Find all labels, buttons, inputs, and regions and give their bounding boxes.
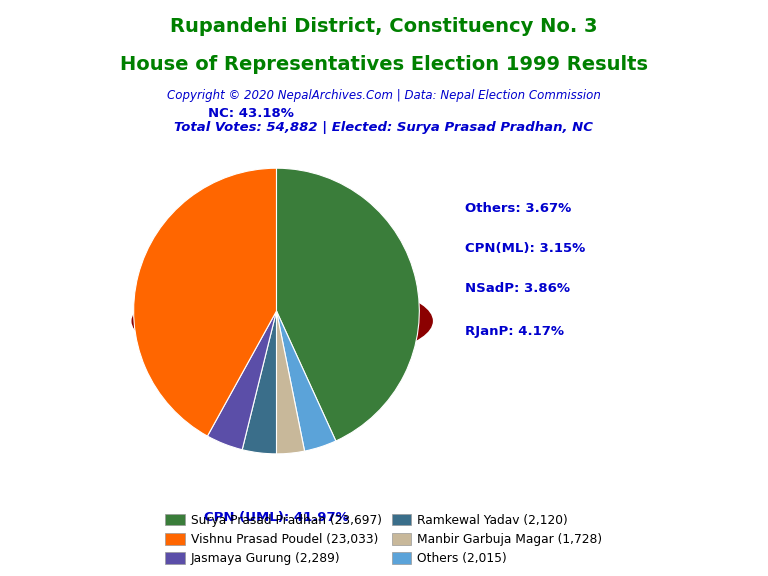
- Wedge shape: [207, 311, 276, 450]
- Legend: Surya Prasad Pradhan (23,697), Vishnu Prasad Poudel (23,033), Jasmaya Gurung (2,: Surya Prasad Pradhan (23,697), Vishnu Pr…: [161, 509, 607, 570]
- Text: CPN(ML): 3.15%: CPN(ML): 3.15%: [465, 242, 585, 255]
- Ellipse shape: [132, 279, 432, 363]
- Text: Total Votes: 54,882 | Elected: Surya Prasad Pradhan, NC: Total Votes: 54,882 | Elected: Surya Pra…: [174, 121, 594, 134]
- Text: CPN (UML): 41.97%: CPN (UML): 41.97%: [204, 511, 349, 524]
- Wedge shape: [276, 311, 305, 454]
- Text: NSadP: 3.86%: NSadP: 3.86%: [465, 282, 570, 295]
- Text: House of Representatives Election 1999 Results: House of Representatives Election 1999 R…: [120, 55, 648, 74]
- Wedge shape: [134, 168, 276, 436]
- Text: Others: 3.67%: Others: 3.67%: [465, 202, 571, 215]
- Text: RJanP: 4.17%: RJanP: 4.17%: [465, 324, 564, 338]
- Text: Copyright © 2020 NepalArchives.Com | Data: Nepal Election Commission: Copyright © 2020 NepalArchives.Com | Dat…: [167, 89, 601, 103]
- Wedge shape: [276, 311, 336, 451]
- Wedge shape: [242, 311, 276, 454]
- Text: NC: 43.18%: NC: 43.18%: [208, 107, 293, 120]
- Text: Rupandehi District, Constituency No. 3: Rupandehi District, Constituency No. 3: [170, 17, 598, 36]
- Wedge shape: [276, 168, 419, 441]
